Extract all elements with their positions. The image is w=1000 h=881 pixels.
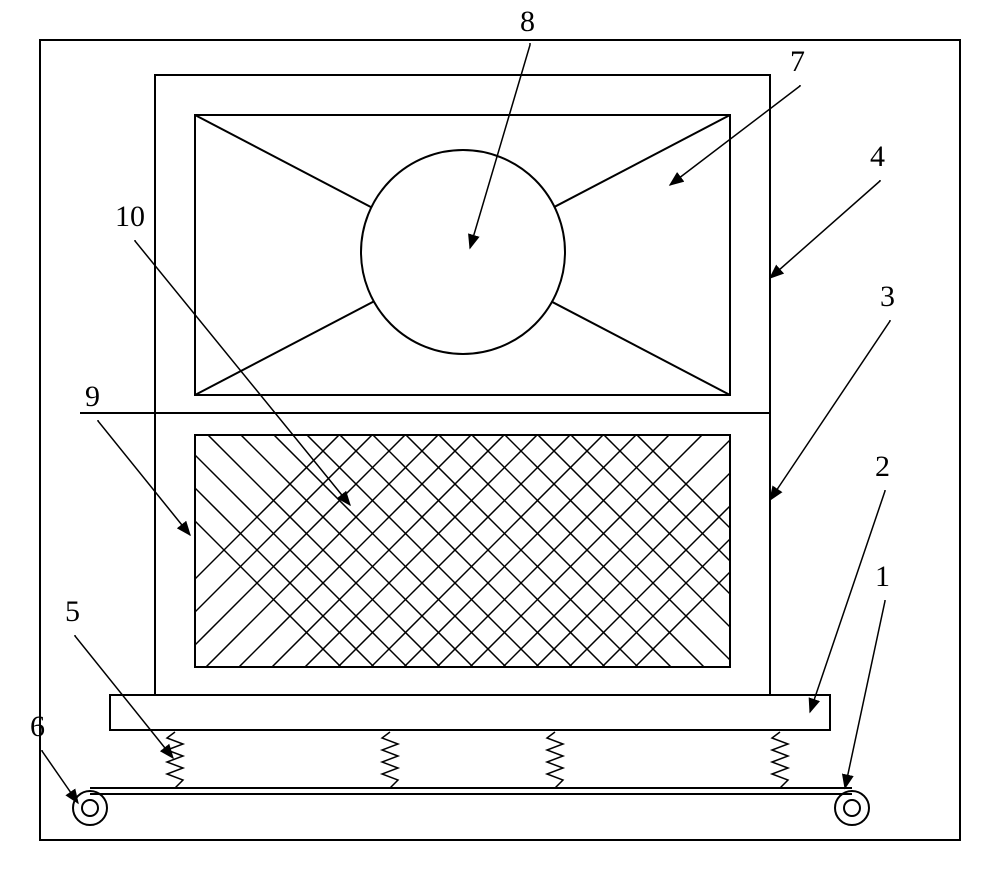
label-4: 4: [870, 140, 885, 174]
wheel-right-inner: [844, 800, 860, 816]
label-6: 6: [30, 710, 45, 744]
label-3: 3: [880, 280, 895, 314]
wheel-left-inner: [82, 800, 98, 816]
label-1: 1: [875, 560, 890, 594]
label-2: 2: [875, 450, 890, 484]
label-8: 8: [520, 5, 535, 39]
label-7: 7: [790, 45, 805, 79]
crosshatch: [74, 400, 902, 700]
springs: [167, 732, 788, 788]
label-10: 10: [115, 200, 145, 234]
label-5: 5: [65, 595, 80, 629]
platform: [110, 695, 830, 730]
label-9: 9: [85, 380, 100, 414]
wheel-left-outer: [73, 791, 107, 825]
wheel-right-outer: [835, 791, 869, 825]
engineering-diagram: 8 7 4 3 2 1 10 9 5 6: [0, 0, 1000, 881]
diagram-svg: [0, 0, 1000, 881]
center-circle: [361, 150, 565, 354]
